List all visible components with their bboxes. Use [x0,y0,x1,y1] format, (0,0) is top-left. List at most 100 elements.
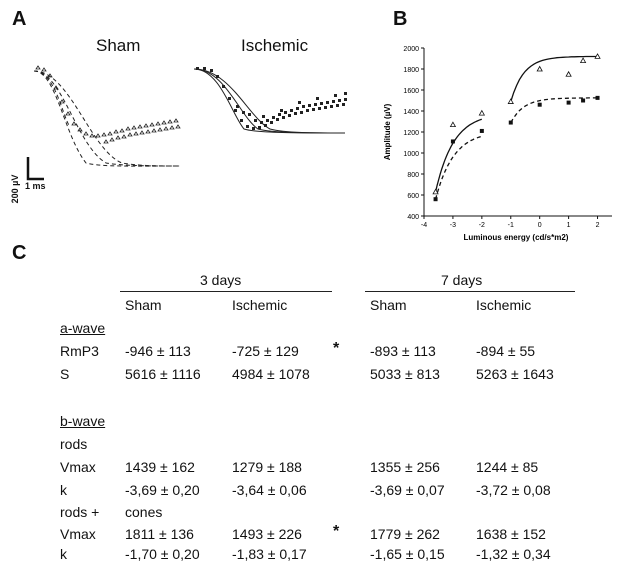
ischemic-trace-3 [193,68,346,134]
sham-title: Sham [96,36,141,55]
cell: -1,32 ± 0,34 [476,546,551,562]
y-tick-label: 2000 [403,46,419,53]
y-tick-label: 1400 [403,109,419,116]
data-point-square [508,120,513,125]
sham-trace-3 [33,70,181,167]
cell: 1638 ± 152 [476,526,546,542]
sham-trace-4 [33,70,71,128]
data-point-square [433,197,438,202]
cell: 1811 ± 136 [125,526,194,542]
cell: -725 ± 129 [232,343,299,359]
y-tick-label: 600 [407,193,419,200]
col-ischemic-3: Ischemic [232,297,288,313]
y-tick-label: 400 [407,214,419,221]
chart-b: 400 600 800 1000 1200 1400 1600 1800 2000 -4 -3 -2 -… [383,46,612,242]
x-axis-label: Luminous energy (cd/s*m2) [464,233,569,242]
data-point-triangle [432,188,439,195]
x-tick-label: 1 [567,222,571,229]
subsection-rods-cones: rods + [60,504,100,520]
row-label: Vmax [60,459,96,475]
sham-trace-2 [33,70,181,167]
group-rule-7days [365,291,575,292]
scale-x-label: 1 ms [25,181,46,191]
row-label: RmP3 [60,343,99,359]
scale-y-label: 200 µV [10,174,20,204]
x-tick-label: -2 [479,222,485,229]
cell: 5033 ± 813 [370,366,440,382]
data-point-square [450,139,455,144]
fit-curve-series-2 [434,135,483,200]
row-label: k [60,482,67,498]
cell: 5263 ± 1643 [476,366,554,382]
x-tick-label: -3 [450,222,456,229]
ischemic-title: Ischemic [241,36,309,55]
data-point-triangle [478,109,486,116]
group-rule-3days [120,291,332,292]
data-point-triangle [536,65,543,72]
y-axis-label: Amplitude (µV) [383,103,392,160]
cell: -894 ± 55 [476,343,536,359]
section-b-wave: b-wave [60,413,106,429]
data-point-square [566,100,571,105]
sham-triangles [35,65,181,144]
data-point-square [537,102,542,107]
data-point-square [581,98,586,103]
erg-traces [33,65,347,167]
data-point-triangle [565,70,572,77]
cell: -893 ± 113 [370,343,436,359]
significance-star: * [333,340,340,357]
y-tick-label: 1600 [403,88,419,95]
ischemic-squares [196,67,347,130]
y-tick-label: 1800 [403,67,419,74]
data-point-square [479,128,484,133]
data-point-square [595,95,600,100]
col-sham-3: Sham [125,297,162,313]
group-header-3days: 3 days [200,272,242,288]
subsection-rods: rods [60,436,88,452]
data-point-triangle [594,53,601,59]
row-label: Vmax [60,526,96,542]
row-label: S [60,366,70,382]
cell: -3,72 ± 0,08 [476,482,551,498]
y-tick-label: 1000 [403,151,419,158]
cell: -1,65 ± 0,15 [370,546,445,562]
cell: 1244 ± 85 [476,459,539,475]
panel-label-a: A [12,8,27,30]
fit-curve-series-1 [434,118,483,192]
x-tick-label: -4 [421,222,427,229]
cell: 1279 ± 188 [232,459,302,475]
y-tick-label: 800 [407,172,419,179]
col-ischemic-7: Ischemic [476,297,532,313]
scale-bar [26,157,44,181]
cell: 1355 ± 256 [370,459,440,475]
sham-traces [33,70,181,167]
data-point-triangle [579,57,587,63]
fit-curve-series-2 [510,97,598,123]
cell: -1,83 ± 0,17 [232,546,307,562]
ischemic-trace-2 [193,68,346,134]
cell: 1439 ± 162 [125,459,195,475]
sham-trace-1 [33,70,181,167]
cell: -946 ± 113 [125,343,191,359]
cell: 5616 ± 1116 [125,366,201,382]
subsection-rods-cones-2: cones [125,504,163,520]
cell: -3,69 ± 0,20 [125,482,200,498]
cell: 1779 ± 262 [370,526,440,542]
group-header-7days: 7 days [441,272,483,288]
ischemic-traces [193,68,346,134]
x-tick-label: 2 [596,222,600,229]
section-a-wave: a-wave [60,320,106,336]
row-label: k [60,546,67,562]
y-tick-label: 1200 [403,130,419,137]
cell: -3,64 ± 0,06 [232,482,307,498]
significance-star: * [333,523,340,540]
panel-label-b: B [393,8,408,30]
cell: -1,70 ± 0,20 [125,546,200,562]
cell: 1493 ± 226 [232,526,302,542]
col-sham-7: Sham [370,297,407,313]
panel-label-c: C [12,242,27,264]
data-point-triangle [507,98,514,104]
x-tick-label: 0 [538,222,542,229]
x-tick-label: -1 [508,222,514,229]
fit-curve-series-1 [510,55,598,102]
